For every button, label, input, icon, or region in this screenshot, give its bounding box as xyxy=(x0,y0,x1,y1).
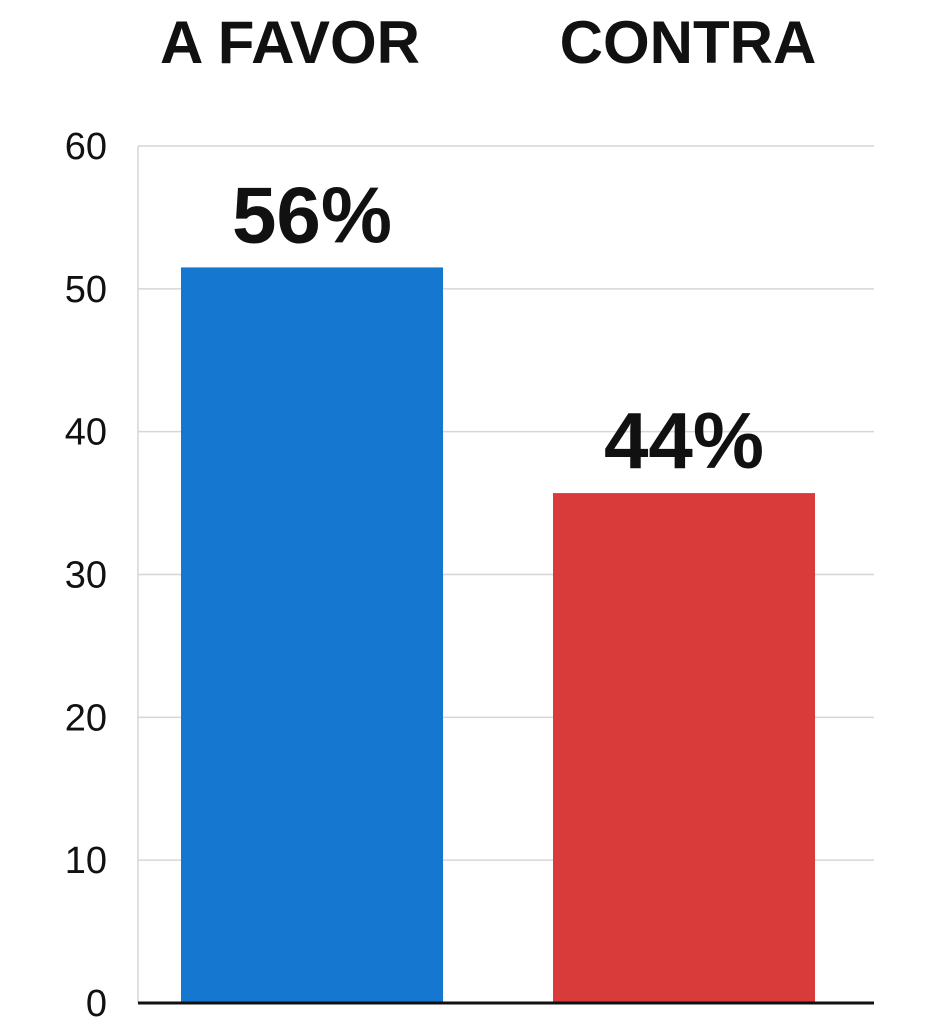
data-labels: 56% 44% xyxy=(232,170,764,485)
y-tick-label: 60 xyxy=(65,126,107,168)
category-labels: A FAVOR CONTRA xyxy=(160,9,816,76)
category-label: CONTRA xyxy=(560,9,817,76)
data-label: 44% xyxy=(604,396,764,485)
data-label: 56% xyxy=(232,170,392,259)
y-tick-label: 20 xyxy=(65,697,107,739)
y-tick-label: 30 xyxy=(65,555,107,597)
bar-0 xyxy=(181,267,443,1003)
category-label: A FAVOR xyxy=(160,9,420,76)
y-tick-label: 40 xyxy=(65,412,107,454)
y-tick-label: 10 xyxy=(65,840,107,882)
y-tick-label: 50 xyxy=(65,269,107,311)
bars xyxy=(181,267,815,1003)
y-axis-ticks: 0 10 20 30 40 50 60 xyxy=(65,126,107,1024)
y-tick-label: 0 xyxy=(86,983,107,1024)
bar-1 xyxy=(553,493,815,1003)
